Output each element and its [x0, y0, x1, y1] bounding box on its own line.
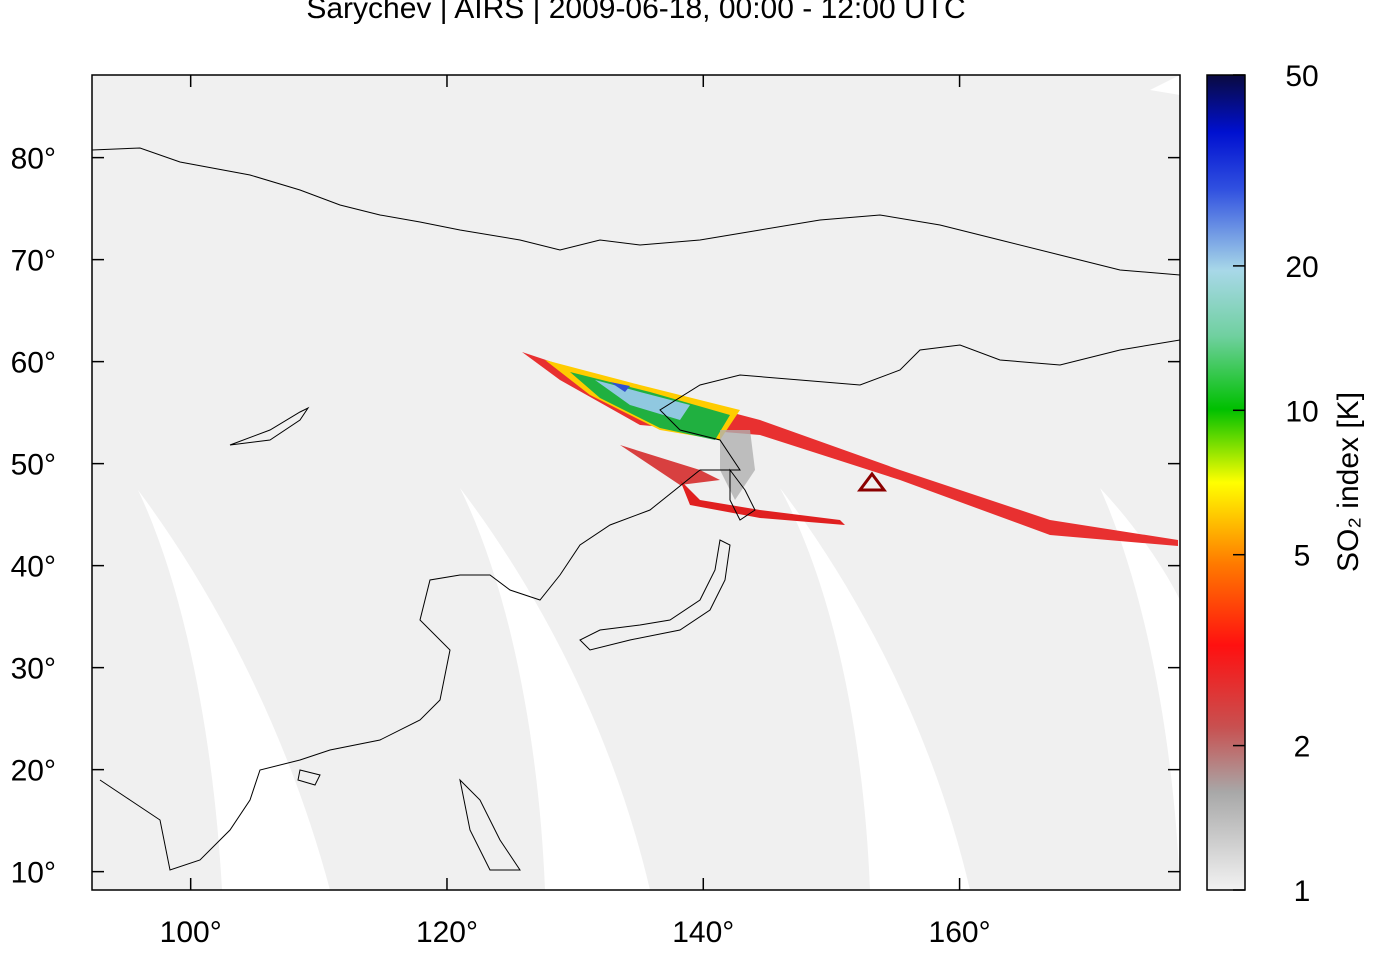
plume	[610, 382, 630, 392]
colorbar-tick-label: 2	[1294, 731, 1311, 764]
y-tick-label: 70°	[11, 245, 56, 278]
swath-gap	[1100, 488, 1180, 890]
coastline	[99, 339, 1180, 871]
colorbar-tick-label: 5	[1294, 540, 1311, 573]
colorbar-tick-label: 20	[1285, 251, 1318, 284]
colorbar	[1206, 74, 1246, 891]
swath-gap	[780, 488, 970, 890]
plume	[620, 445, 720, 485]
plume	[680, 480, 845, 525]
coastline	[229, 406, 310, 446]
coastline	[297, 769, 321, 786]
y-tick-label: 40°	[11, 551, 56, 584]
swath-gap	[1150, 75, 1180, 95]
chart-title: Sarychev | AIRS | 2009-06-18, 00:00 - 12…	[306, 0, 965, 25]
map-area	[92, 75, 1180, 890]
coastline	[579, 539, 731, 651]
x-tick-label: 160°	[929, 916, 991, 949]
colorbar-tick-label: 1	[1294, 875, 1311, 908]
x-tick-label: 100°	[160, 916, 222, 949]
swath-gap	[138, 490, 330, 890]
plume	[595, 380, 690, 420]
coastline	[459, 778, 521, 871]
colorbar-label: SO₂ index [K]	[1332, 392, 1365, 572]
coastline	[92, 147, 1180, 276]
y-tick-label: 30°	[11, 653, 56, 686]
x-tick-label: 140°	[672, 916, 734, 949]
volcano-marker	[857, 471, 887, 492]
colorbar-tick-label: 50	[1285, 60, 1318, 93]
y-tick-label: 50°	[11, 449, 56, 482]
plume	[720, 430, 755, 500]
colorbar-tick-label: 10	[1285, 395, 1318, 428]
coastline	[729, 468, 756, 521]
plot-frame	[91, 74, 1181, 891]
x-tick-label: 120°	[416, 916, 478, 949]
y-tick-label: 20°	[11, 755, 56, 788]
y-tick-label: 60°	[11, 347, 56, 380]
y-tick-label: 10°	[11, 857, 56, 890]
y-tick-label: 80°	[11, 143, 56, 176]
